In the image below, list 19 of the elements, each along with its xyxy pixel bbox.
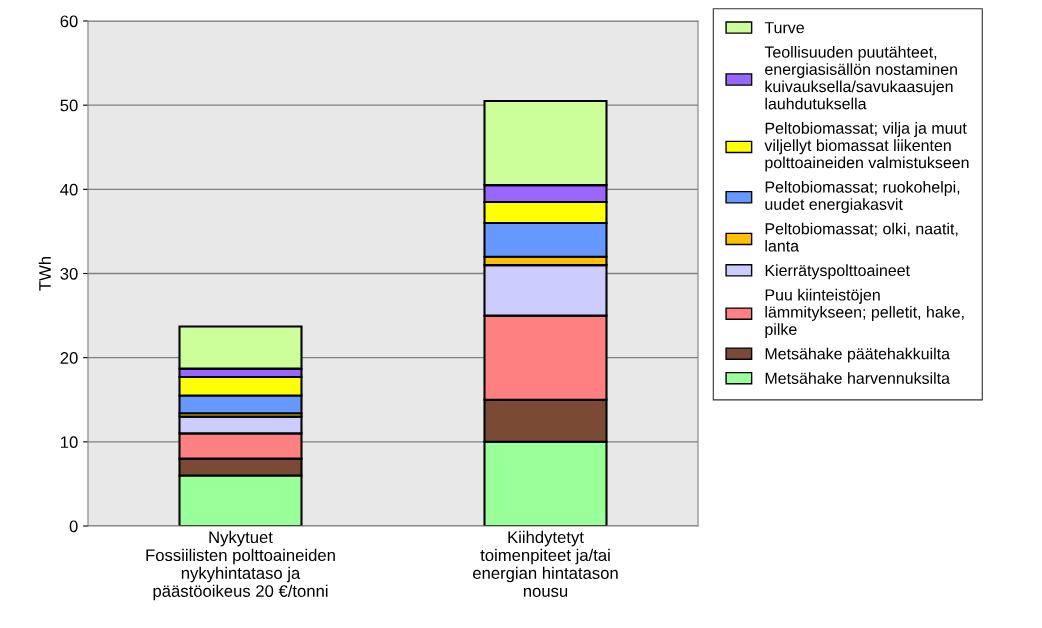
legend-label: Peltobiomassat; olki, naatit, lanta [765,222,958,252]
legend-label: Teollisuuden puutähteet, energiasisällön nostaminen kuivauksella/savukaasujen lauhdutuksella [764,46,957,110]
x-tick-label: Nykytuet Fossiilisten polttoaineiden nykyhintataso ja päästöoikeus 20 €/tonni [146,530,335,601]
y-tick-label: 20 [60,352,78,364]
legend-label: Puu kiinteistöjen lämmitykseen; pelletit, hake, pilke [765,288,964,339]
legend-label: Peltobiomassat; ruokohelpi, uudet energiakasvit [765,181,960,214]
legend-label: Turve [764,22,804,34]
y-axis-title: TWh [38,256,51,291]
legend-label: Peltobiomassat; vilja ja muut viljellyt biomassat liikenten polttoaineiden valmistukseen [764,122,969,172]
y-tick-label: 50 [60,99,78,112]
y-tick-label: 30 [60,267,78,280]
y-tick-label: 0 [69,520,78,533]
legend-label: Metsähake päätehakkuilta [765,347,950,363]
x-tick-label: Kiihdytetyt toimenpiteet ja/tai energian hintatason nousu [473,530,618,597]
legend-label: Kierrätyspolttoaineet [765,264,910,280]
y-tick-label: 60 [60,15,78,28]
legend-label: Metsähake harvennuksilta [765,372,950,384]
y-tick-label: 40 [60,183,78,196]
y-tick-label: 10 [61,436,78,449]
